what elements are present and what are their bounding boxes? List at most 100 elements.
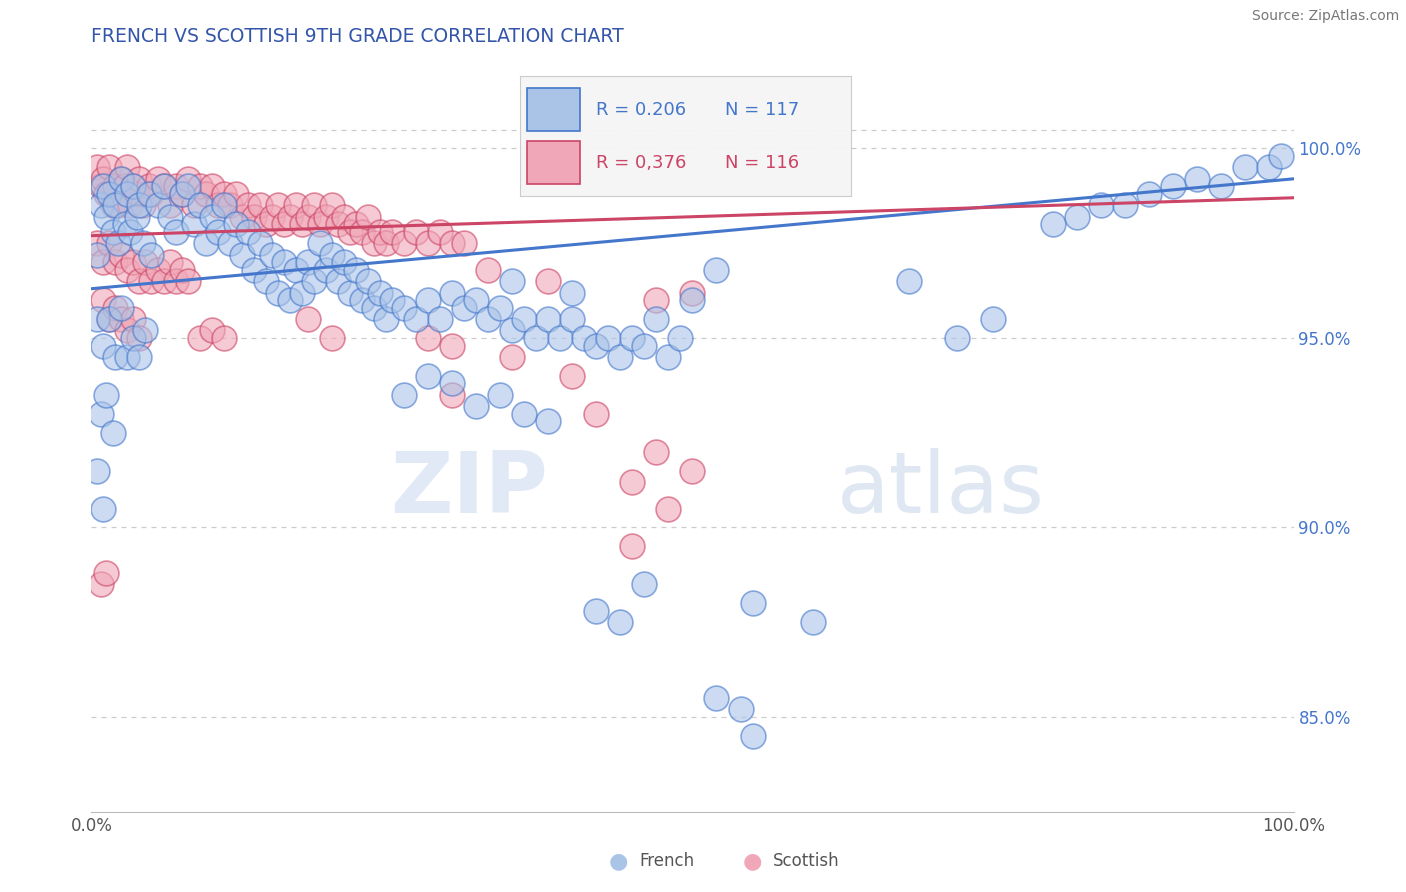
Point bbox=[524, 331, 547, 345]
Point bbox=[188, 331, 211, 345]
Point bbox=[101, 198, 124, 212]
Point bbox=[138, 179, 160, 194]
Point bbox=[90, 179, 112, 194]
Point bbox=[548, 331, 571, 345]
Point bbox=[302, 274, 325, 288]
Bar bbox=[527, 141, 579, 185]
Point bbox=[561, 368, 583, 383]
Point bbox=[368, 225, 391, 239]
Point bbox=[93, 179, 115, 194]
Point bbox=[429, 312, 451, 326]
Point bbox=[117, 323, 139, 337]
Point bbox=[374, 236, 396, 251]
Point bbox=[315, 262, 337, 277]
Point bbox=[381, 293, 404, 307]
Point bbox=[405, 312, 427, 326]
Point bbox=[339, 225, 361, 239]
Point bbox=[333, 255, 356, 269]
Point bbox=[90, 577, 112, 591]
Point bbox=[501, 323, 523, 337]
Point bbox=[141, 274, 163, 288]
Point bbox=[681, 293, 703, 307]
Text: Source: ZipAtlas.com: Source: ZipAtlas.com bbox=[1251, 9, 1399, 23]
Point bbox=[344, 262, 367, 277]
Point bbox=[218, 198, 240, 212]
Point bbox=[104, 350, 127, 364]
Point bbox=[453, 236, 475, 251]
Point bbox=[107, 236, 129, 251]
Point bbox=[159, 255, 181, 269]
Point bbox=[90, 407, 112, 421]
Point bbox=[128, 274, 150, 288]
Point bbox=[134, 323, 156, 337]
Point bbox=[117, 161, 139, 175]
Point bbox=[416, 236, 439, 251]
Point bbox=[645, 312, 668, 326]
Point bbox=[114, 217, 136, 231]
Point bbox=[1187, 171, 1209, 186]
Point bbox=[429, 225, 451, 239]
Point bbox=[333, 210, 356, 224]
Point bbox=[416, 293, 439, 307]
Point bbox=[170, 186, 193, 201]
Point bbox=[465, 293, 488, 307]
Point bbox=[183, 198, 205, 212]
Point bbox=[350, 225, 373, 239]
Point bbox=[86, 312, 108, 326]
Point bbox=[501, 274, 523, 288]
Point bbox=[188, 198, 211, 212]
Point bbox=[321, 198, 343, 212]
Point bbox=[159, 198, 181, 212]
Point bbox=[212, 186, 235, 201]
Point bbox=[363, 301, 385, 315]
Point bbox=[176, 179, 198, 194]
Text: ●: ● bbox=[742, 851, 762, 871]
Point bbox=[183, 217, 205, 231]
Point bbox=[128, 171, 150, 186]
Point bbox=[513, 407, 536, 421]
Point bbox=[152, 179, 174, 194]
Point bbox=[254, 274, 277, 288]
Point bbox=[633, 577, 655, 591]
Point bbox=[98, 236, 121, 251]
Point bbox=[242, 210, 264, 224]
Point bbox=[225, 217, 247, 231]
Text: FRENCH VS SCOTTISH 9TH GRADE CORRELATION CHART: FRENCH VS SCOTTISH 9TH GRADE CORRELATION… bbox=[91, 27, 624, 45]
Point bbox=[165, 179, 187, 194]
Point bbox=[98, 312, 121, 326]
Point bbox=[308, 217, 330, 231]
Point bbox=[339, 285, 361, 300]
Point bbox=[585, 338, 607, 352]
Point bbox=[706, 691, 728, 706]
Point bbox=[267, 285, 290, 300]
Point bbox=[125, 186, 148, 201]
Point bbox=[609, 350, 631, 364]
Point bbox=[125, 210, 148, 224]
Point bbox=[146, 171, 169, 186]
Point bbox=[132, 236, 155, 251]
Text: atlas: atlas bbox=[837, 449, 1045, 532]
Point bbox=[260, 210, 283, 224]
Point bbox=[657, 350, 679, 364]
Point bbox=[291, 285, 314, 300]
Point bbox=[598, 331, 620, 345]
Point bbox=[200, 210, 222, 224]
Point bbox=[537, 414, 560, 428]
Point bbox=[212, 331, 235, 345]
Point bbox=[440, 376, 463, 391]
Point bbox=[297, 312, 319, 326]
Point bbox=[260, 247, 283, 261]
Point bbox=[326, 274, 349, 288]
Point bbox=[1042, 217, 1064, 231]
Point bbox=[1258, 161, 1281, 175]
Point bbox=[1066, 210, 1088, 224]
Point bbox=[141, 186, 163, 201]
Point bbox=[212, 198, 235, 212]
Point bbox=[1161, 179, 1184, 194]
Point bbox=[122, 255, 145, 269]
Point bbox=[477, 262, 499, 277]
Point bbox=[321, 247, 343, 261]
Point bbox=[207, 225, 229, 239]
Point bbox=[681, 285, 703, 300]
Point bbox=[117, 262, 139, 277]
